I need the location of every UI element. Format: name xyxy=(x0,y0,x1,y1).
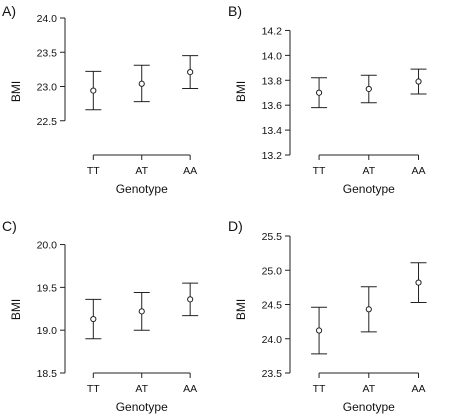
x-tick-label: AA xyxy=(412,165,426,177)
x-axis-title: Genotype xyxy=(343,400,395,414)
chart-panel-2: B) 13.2 13.4 13.6 13.8 14.0 14.2 TT AT AA Genotype… xyxy=(228,3,427,196)
y-axis-title: BMI xyxy=(9,81,23,102)
panel-label: D) xyxy=(228,218,243,234)
x-tick-label: AT xyxy=(362,165,375,177)
x-tick-label: AT xyxy=(135,383,148,395)
y-tick-label: 19.5 xyxy=(37,282,58,294)
data-point xyxy=(365,85,372,93)
y-tick-label: 20.0 xyxy=(37,240,58,252)
y-tick-label: 24.0 xyxy=(37,13,58,25)
y-tick-label: 25.5 xyxy=(262,231,283,243)
y-tick-label: 13.4 xyxy=(262,125,283,137)
x-axis-title: Genotype xyxy=(343,182,395,196)
y-tick-label: 14.2 xyxy=(262,25,283,37)
y-tick-label: 14.0 xyxy=(262,50,283,62)
x-tick-label: AA xyxy=(412,383,426,395)
data-point xyxy=(187,69,194,76)
y-tick-label: 22.5 xyxy=(37,116,58,128)
data-point xyxy=(415,78,422,85)
chart-panel-3: C) 18.5 19.0 19.5 20.0 TT AT AA Genotype BMI xyxy=(2,218,199,414)
x-axis-title: Genotype xyxy=(116,400,168,414)
data-point xyxy=(415,279,422,286)
y-tick-label: 25.0 xyxy=(262,265,283,277)
data-point xyxy=(138,308,145,315)
y-tick-label: 23.5 xyxy=(37,47,58,59)
x-tick-label: TT xyxy=(87,383,100,395)
y-tick-label: 18.5 xyxy=(37,368,58,380)
x-tick-label: TT xyxy=(87,165,100,177)
y-tick-label: 13.8 xyxy=(262,75,283,87)
y-tick-label: 13.2 xyxy=(262,150,283,162)
x-tick-label: TT xyxy=(313,165,326,177)
data-point xyxy=(315,327,323,334)
data-point xyxy=(315,89,323,96)
x-tick-label: AT xyxy=(362,383,375,395)
data-point xyxy=(187,296,194,303)
y-axis-title: BMI xyxy=(234,299,248,320)
y-tick-label: 19.0 xyxy=(37,325,58,337)
panel-label: A) xyxy=(2,3,16,19)
y-tick-label: 24.5 xyxy=(262,300,283,312)
x-axis-title: Genotype xyxy=(116,182,168,196)
chart-panel-1: A) 22.5 23.0 23.5 24.0 TT AT AA Genotype BMI xyxy=(2,3,199,196)
data-point xyxy=(365,306,372,313)
y-tick-label: 24.0 xyxy=(262,334,283,346)
y-axis-title: BMI xyxy=(234,81,248,102)
panel-label: C) xyxy=(2,218,17,234)
data-point xyxy=(138,80,145,87)
y-axis-title: BMI xyxy=(9,299,23,320)
chart-panel-4: D) 23.5 24.0 24.5 25.0 25.5 TT AT AA Genotype BMI xyxy=(228,218,427,414)
data-point xyxy=(90,315,97,323)
x-tick-label: AT xyxy=(135,165,148,177)
x-tick-label: AA xyxy=(183,165,197,177)
y-tick-label: 13.6 xyxy=(262,100,283,112)
y-tick-label: 23.5 xyxy=(262,368,283,380)
data-point xyxy=(90,87,97,94)
x-tick-label: TT xyxy=(313,383,326,395)
x-tick-label: AA xyxy=(183,383,197,395)
y-tick-label: 23.0 xyxy=(37,82,58,94)
panel-label: B) xyxy=(228,3,242,19)
